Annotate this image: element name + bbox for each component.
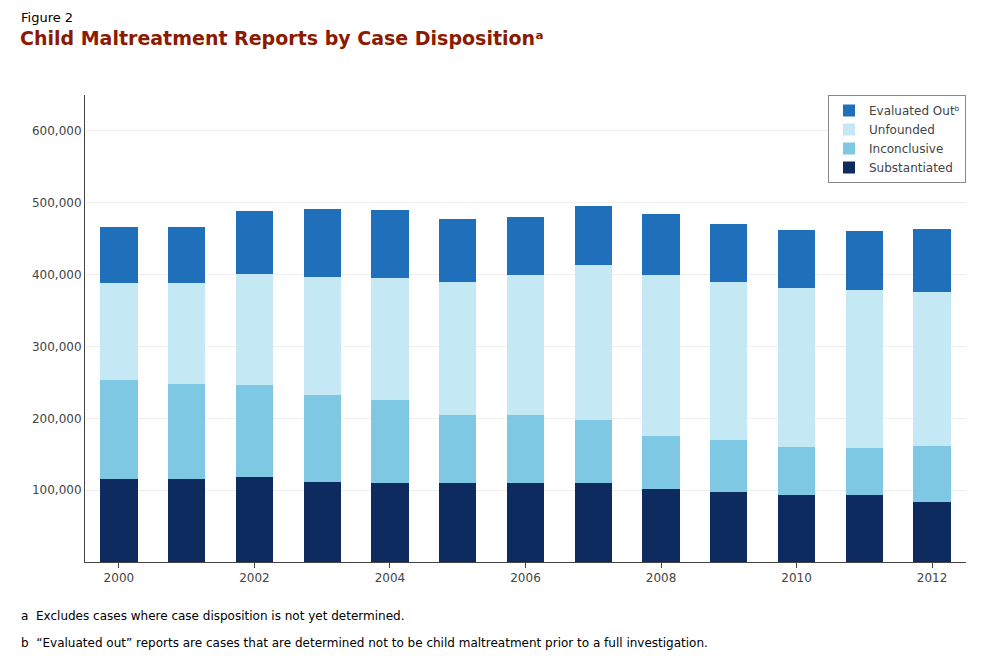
svg-text:2004: 2004: [375, 571, 406, 585]
svg-text:400,000: 400,000: [32, 268, 82, 282]
svg-text:200,000: 200,000: [32, 412, 82, 426]
svg-text:500,000: 500,000: [32, 196, 82, 210]
svg-text:Evaluated Outᵇ: Evaluated Outᵇ: [869, 104, 960, 118]
svg-text:Figure 2: Figure 2: [21, 10, 73, 25]
svg-text:Unfounded: Unfounded: [869, 123, 935, 137]
svg-text:2002: 2002: [239, 571, 270, 585]
svg-text:2012: 2012: [917, 571, 948, 585]
svg-text:Inconclusive: Inconclusive: [869, 142, 943, 156]
svg-text:Child Maltreatment Reports by: Child Maltreatment Reports by Case Dispo…: [20, 27, 544, 49]
svg-text:2010: 2010: [781, 571, 812, 585]
svg-text:600,000: 600,000: [32, 124, 82, 138]
svg-text:a Excludes cases where case d: a Excludes cases where case disposition …: [21, 609, 404, 623]
svg-text:100,000: 100,000: [32, 483, 82, 497]
svg-text:2006: 2006: [510, 571, 541, 585]
svg-text:Substantiated: Substantiated: [869, 161, 953, 175]
svg-text:2008: 2008: [646, 571, 677, 585]
svg-text:2000: 2000: [104, 571, 135, 585]
svg-text:300,000: 300,000: [32, 340, 82, 354]
svg-text:b “Evaluated out” reports are: b “Evaluated out” reports are cases that…: [21, 636, 708, 650]
